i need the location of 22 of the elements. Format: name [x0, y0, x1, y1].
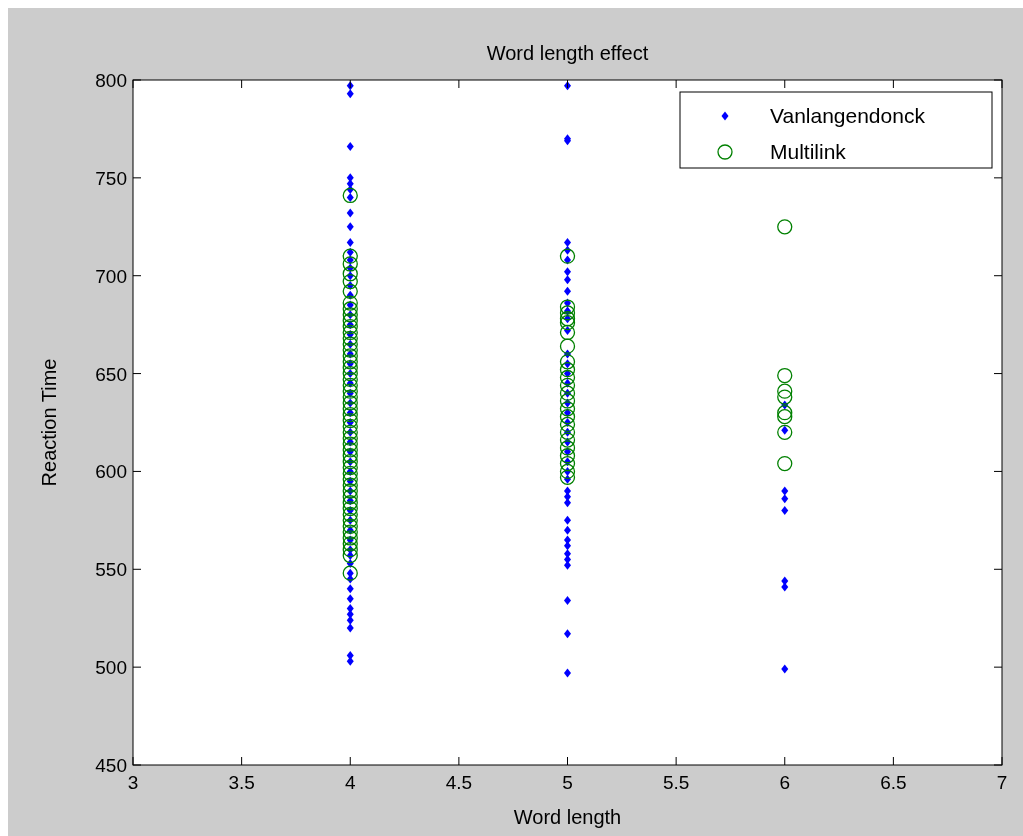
x-tick-label: 3 — [127, 772, 139, 793]
x-tick-label: 6.5 — [880, 772, 907, 793]
x-tick-label: 5.5 — [662, 772, 690, 793]
y-tick-label: 650 — [95, 363, 127, 385]
chart-title: Word length effect — [486, 42, 649, 64]
y-tick-label: 750 — [95, 167, 127, 189]
x-tick-label: 3.5 — [228, 772, 255, 793]
x-tick-label: 5 — [562, 772, 573, 793]
legend-label: Multilink — [770, 140, 847, 163]
x-tick-label: 4 — [344, 772, 356, 793]
y-tick-label: 450 — [95, 755, 127, 776]
y-tick-label: 700 — [95, 265, 127, 287]
x-tick-label: 4.5 — [445, 772, 473, 793]
y-tick-label: 500 — [95, 657, 127, 679]
y-tick-label: 800 — [95, 70, 127, 91]
legend-label: Vanlangendonck — [770, 104, 926, 127]
y-tick-label: 600 — [95, 461, 127, 483]
x-tick-label: 7 — [996, 772, 1008, 793]
y-tick-label: 550 — [95, 559, 127, 581]
y-axis-title: Reaction Time — [38, 358, 60, 487]
x-axis-title: Word length — [513, 806, 622, 828]
x-tick-label: 6 — [779, 772, 791, 793]
